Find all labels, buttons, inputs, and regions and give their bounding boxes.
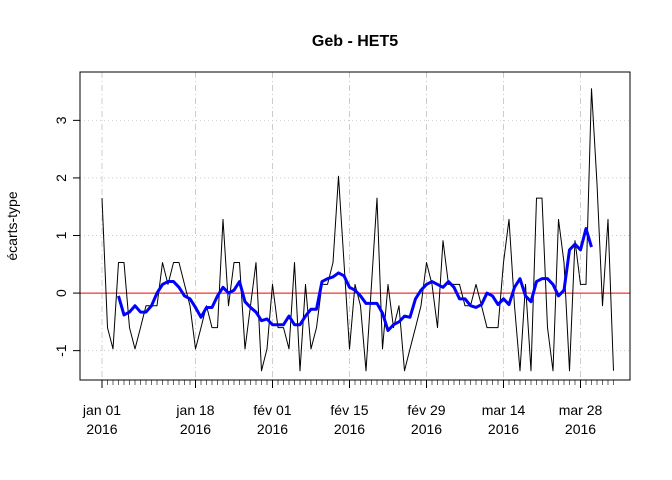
x-tick-label: jan 18 2016 — [176, 402, 215, 437]
y-tick-label: 2 — [53, 174, 69, 182]
chart-title: Geb - HET5 — [312, 33, 398, 50]
y-tick-label: 1 — [53, 231, 69, 239]
x-tick-label: fév 15 2016 — [330, 402, 369, 437]
series-line — [117, 227, 593, 332]
plot-frame — [79, 71, 631, 381]
y-tick-label: 0 — [53, 289, 69, 297]
y-tick-label: -1 — [53, 344, 69, 357]
y-axis-label: écarts-type — [4, 191, 20, 260]
x-tick-label: fév 29 2016 — [407, 402, 446, 437]
y-tick-label: 3 — [53, 116, 69, 124]
x-tick-label: jan 01 2016 — [82, 402, 122, 437]
x-tick-label: mar 28 2016 — [558, 402, 603, 437]
x-tick-label: fév 01 2016 — [253, 402, 292, 437]
series-line — [101, 88, 614, 372]
x-tick-label: mar 14 2016 — [481, 402, 526, 437]
